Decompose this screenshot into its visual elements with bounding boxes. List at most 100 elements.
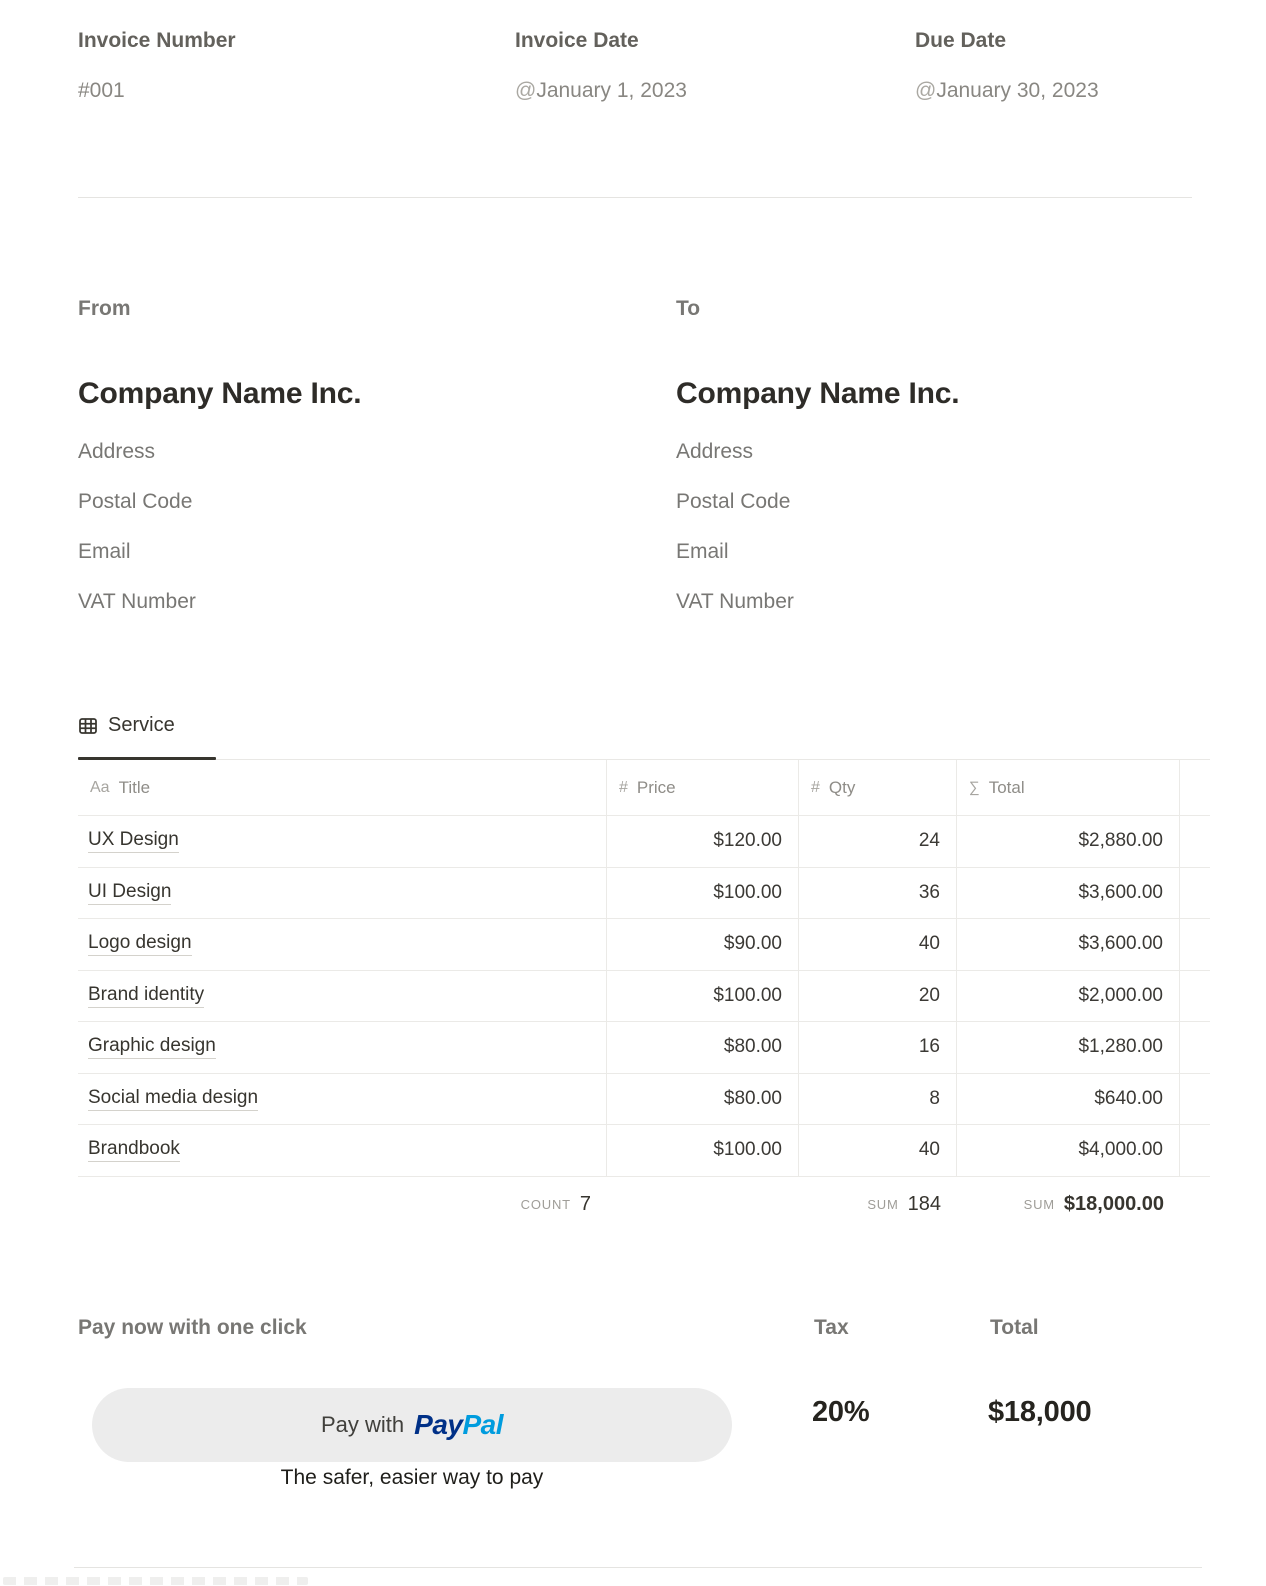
title-cell[interactable]: UX Design (78, 816, 607, 868)
empty-cell (1180, 1074, 1210, 1125)
row-title-link[interactable]: Brand identity (88, 984, 205, 1008)
row-title-link[interactable]: Logo design (88, 932, 192, 957)
row-title-link[interactable]: Brandbook (88, 1138, 180, 1163)
title-cell[interactable]: Social media design (78, 1073, 607, 1125)
price-cell[interactable]: $120.00 (607, 816, 799, 868)
to-label: To (676, 297, 701, 320)
qty-cell[interactable]: 8 (799, 1073, 957, 1125)
total-cell[interactable]: $2,880.00 (957, 816, 1180, 868)
invoice-date-value[interactable]: @January 1, 2023 (515, 79, 687, 102)
to-vat-number: VAT Number (676, 590, 794, 613)
total-sum-aggregate[interactable]: SUM $18,000.00 (957, 1177, 1180, 1231)
tax-value: 20% (812, 1396, 870, 1428)
title-cell[interactable]: Brand identity (78, 970, 607, 1022)
total-cell[interactable]: $640.00 (957, 1073, 1180, 1125)
total-cell[interactable]: $1,280.00 (957, 1022, 1180, 1074)
empty-cell (1180, 868, 1210, 919)
at-mention-icon: @ (915, 79, 937, 102)
empty-header-cell (1180, 760, 1210, 816)
due-date-value[interactable]: @January 30, 2023 (915, 79, 1099, 102)
title-cell[interactable]: Brandbook (78, 1125, 607, 1177)
from-email: Email (78, 540, 131, 563)
invoice-number-value: #001 (78, 79, 125, 102)
invoice-number-label: Invoice Number (78, 29, 236, 52)
from-label: From (78, 297, 131, 320)
pay-heading: Pay now with one click (78, 1316, 307, 1339)
qty-cell[interactable]: 20 (799, 970, 957, 1022)
price-cell[interactable]: $90.00 (607, 919, 799, 971)
due-date-label: Due Date (915, 29, 1007, 52)
total-cell[interactable]: $3,600.00 (957, 919, 1180, 971)
row-title-link[interactable]: UI Design (88, 881, 172, 905)
price-cell[interactable]: $100.00 (607, 867, 799, 919)
table-row: Logo design $90.00 40 $3,600.00 (78, 919, 1210, 971)
to-section: To Company Name Inc. Address Postal Code… (676, 295, 1196, 637)
row-title-link[interactable]: Graphic design (88, 1035, 216, 1060)
divider (74, 1567, 1202, 1568)
due-date-field: Due Date @January 30, 2023 (915, 28, 1099, 104)
to-address: Address (676, 440, 754, 463)
title-cell[interactable]: Logo design (78, 919, 607, 971)
qty-cell[interactable]: 16 (799, 1022, 957, 1074)
invoice-date-field: Invoice Date @January 1, 2023 (515, 28, 687, 104)
empty-aggregate (1180, 1177, 1210, 1231)
empty-aggregate (607, 1177, 799, 1231)
table-row: Brandbook $100.00 40 $4,000.00 (78, 1125, 1210, 1177)
invoice-number-field: Invoice Number #001 (78, 28, 236, 104)
number-type-icon: # (811, 778, 820, 796)
total-cell[interactable]: $2,000.00 (957, 970, 1180, 1022)
column-header-price[interactable]: # Price (607, 760, 799, 816)
price-cell[interactable]: $80.00 (607, 1022, 799, 1074)
empty-cell (1180, 1125, 1210, 1177)
from-company-name: Company Name Inc. (78, 377, 362, 410)
column-header-total[interactable]: ∑ Total (957, 760, 1180, 816)
qty-sum-aggregate[interactable]: SUM 184 (799, 1177, 957, 1231)
qty-sum-label: SUM (867, 1196, 899, 1212)
table-aggregates-row: COUNT 7 SUM 184 SUM $18,000.00 (78, 1177, 1210, 1231)
total-sum-value: $18,000.00 (1063, 1192, 1164, 1215)
text-type-icon: Aa (90, 778, 110, 796)
row-title-link[interactable]: UX Design (88, 829, 179, 854)
table-icon (78, 716, 98, 736)
to-postal-code: Postal Code (676, 490, 791, 513)
column-header-qty[interactable]: # Qty (799, 760, 957, 816)
paypal-tagline: The safer, easier way to pay (280, 1466, 544, 1489)
total-cell[interactable]: $4,000.00 (957, 1125, 1180, 1177)
tab-service[interactable]: Service (78, 714, 175, 737)
total-cell[interactable]: $3,600.00 (957, 867, 1180, 919)
empty-cell (1180, 919, 1210, 971)
to-email: Email (676, 540, 729, 563)
column-header-title[interactable]: Aa Title (78, 760, 607, 816)
at-mention-icon: @ (515, 79, 537, 102)
count-value: 7 (579, 1192, 591, 1215)
from-vat-number: VAT Number (78, 590, 196, 613)
qty-sum-value: 184 (907, 1192, 941, 1215)
qty-cell[interactable]: 40 (799, 919, 957, 971)
service-table: Aa Title # Price # Qty ∑ Total UX Design $12… (78, 760, 1210, 1177)
qty-cell[interactable]: 36 (799, 867, 957, 919)
invoice-date-label: Invoice Date (515, 29, 639, 52)
title-cell[interactable]: Graphic design (78, 1022, 607, 1074)
from-postal-code: Postal Code (78, 490, 193, 513)
table-row: UX Design $120.00 24 $2,880.00 (78, 816, 1210, 868)
pay-with-paypal-button[interactable]: Pay with PayPal (92, 1388, 732, 1462)
row-title-link[interactable]: Social media design (88, 1087, 259, 1111)
qty-cell[interactable]: 40 (799, 1125, 957, 1177)
from-address: Address (78, 440, 156, 463)
number-type-icon: # (619, 778, 628, 796)
price-cell[interactable]: $80.00 (607, 1073, 799, 1125)
to-company-name: Company Name Inc. (676, 377, 960, 410)
qty-cell[interactable]: 24 (799, 816, 957, 868)
pay-with-text: Pay with (320, 1412, 405, 1437)
title-cell[interactable]: UI Design (78, 867, 607, 919)
tax-label: Tax (814, 1316, 849, 1339)
divider (78, 197, 1192, 198)
total-label: Total (990, 1316, 1039, 1339)
count-aggregate[interactable]: COUNT 7 (78, 1177, 607, 1231)
table-row: Graphic design $80.00 16 $1,280.00 (78, 1022, 1210, 1074)
paypal-logo: PayPal (414, 1409, 503, 1440)
price-cell[interactable]: $100.00 (607, 1125, 799, 1177)
price-cell[interactable]: $100.00 (607, 970, 799, 1022)
tabbar-divider (78, 759, 1210, 760)
